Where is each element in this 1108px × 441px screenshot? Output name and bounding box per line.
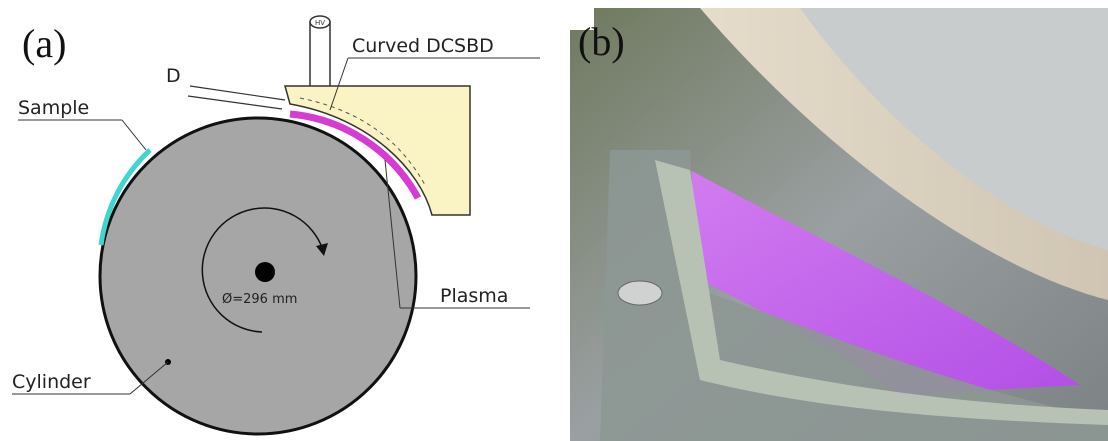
plasma-layer	[289, 110, 422, 200]
electrode-label: Curved DCSBD	[352, 35, 494, 57]
leader	[129, 361, 169, 395]
panel-a: HV (a) Curved DCSBD D Sample Plasma Cyli…	[12, 15, 540, 436]
plasma-label: Plasma	[440, 285, 508, 307]
screw	[617, 280, 663, 306]
leader	[329, 57, 349, 111]
panel-label: (a)	[22, 21, 66, 66]
label-bg	[570, 8, 594, 30]
gap-label: D	[166, 65, 181, 87]
panel-label: (b)	[578, 19, 625, 64]
electrode-grid	[299, 97, 426, 186]
arrow-head	[316, 243, 328, 256]
axis	[255, 262, 275, 282]
diameter-label: Ø=296 mm	[222, 292, 297, 307]
sample-layer	[98, 148, 152, 246]
gap-line	[187, 95, 283, 110]
hv-lead	[309, 21, 331, 93]
plasma-glow	[690, 170, 1080, 395]
panel-b-photo	[570, 8, 1108, 441]
leader	[384, 159, 401, 309]
cylinder-label: Cylinder	[12, 371, 91, 393]
hv-cap	[309, 15, 331, 29]
hv-label: HV	[315, 19, 325, 27]
electrode-body	[700, 8, 1108, 300]
leader	[121, 119, 147, 151]
rotation-arrow	[201, 207, 324, 333]
sample-label: Sample	[18, 97, 89, 119]
gap-line	[189, 85, 286, 101]
